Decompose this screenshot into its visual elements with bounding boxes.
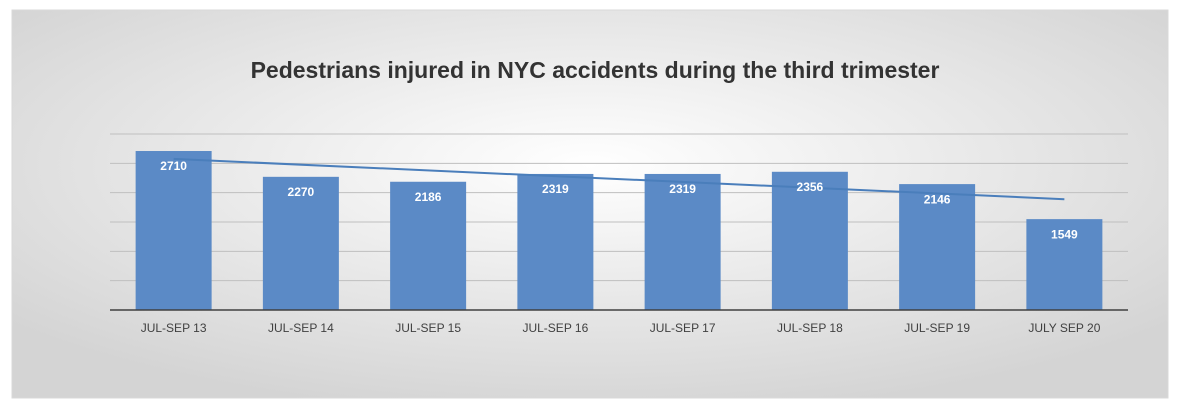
x-tick-label: JUL-SEP 16	[522, 321, 588, 335]
x-tick-label: JUL-SEP 14	[268, 321, 334, 335]
value-label: 2319	[669, 182, 696, 196]
bar	[1026, 219, 1103, 310]
bar	[135, 151, 212, 310]
x-tick-label: JUL-SEP 13	[141, 321, 207, 335]
value-label: 2270	[288, 185, 315, 199]
value-label: 2710	[160, 159, 187, 173]
value-label: 2186	[415, 190, 442, 204]
bar	[644, 173, 721, 310]
chart-title: Pedestrians injured in NYC accidents dur…	[251, 57, 940, 83]
value-label: 2146	[924, 192, 951, 206]
trendline	[173, 157, 1065, 201]
bar	[899, 184, 976, 310]
x-tick-label: JULY SEP 20	[1028, 321, 1100, 335]
bar	[517, 173, 594, 310]
x-tick-label: JUL-SEP 17	[650, 321, 716, 335]
x-tick-label: JUL-SEP 18	[777, 321, 843, 335]
x-tick-label: JUL-SEP 15	[395, 321, 461, 335]
bar	[262, 176, 339, 310]
value-label: 2319	[542, 182, 569, 196]
x-tick-label: JUL-SEP 19	[904, 321, 970, 335]
value-label: 1549	[1051, 227, 1078, 241]
value-label: 2356	[797, 180, 824, 194]
bar	[771, 171, 848, 310]
bar	[390, 181, 467, 310]
